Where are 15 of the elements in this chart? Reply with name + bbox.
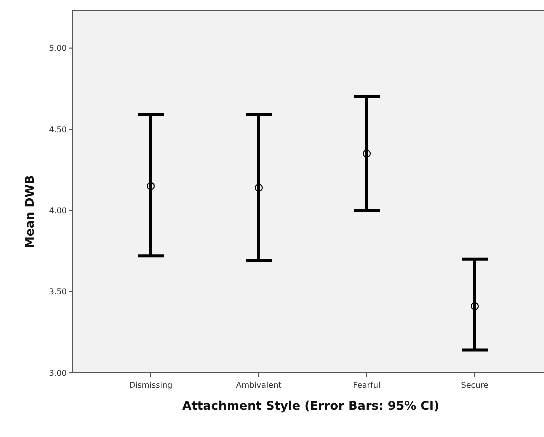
point: [471, 302, 479, 310]
y-tick-label: 4.50: [49, 125, 67, 134]
x-axis-title: Attachment Style (Error Bars: 95% CI): [182, 399, 440, 413]
x-tick-label: Secure: [461, 381, 489, 390]
point: [147, 182, 155, 190]
y-tick-label: 4.00: [49, 206, 67, 216]
y-tick-label: 3.50: [49, 288, 67, 297]
x-tick-label: Fearful: [353, 381, 381, 390]
point: [363, 150, 371, 158]
point: [255, 184, 263, 192]
y-axis-title: Mean DWB: [23, 175, 37, 249]
y-tick-label: 3.00: [49, 368, 67, 378]
x-tick-label: Dismissing: [129, 381, 173, 390]
y-tick-label: 5.00: [49, 44, 67, 54]
x-tick-label: Ambivalent: [236, 381, 282, 390]
